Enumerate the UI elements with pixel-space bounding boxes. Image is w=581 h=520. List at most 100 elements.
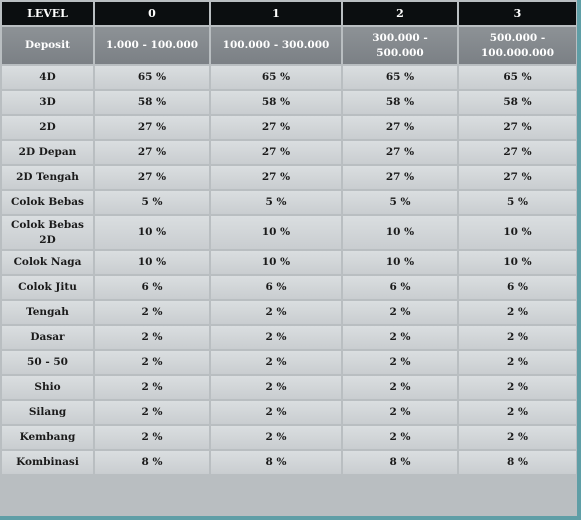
discount-cell-level-3: 8 % (459, 451, 576, 474)
discount-cell-level-2: 27 % (343, 141, 457, 164)
discount-cell-level-1: 2 % (211, 301, 341, 324)
deposit-range-level-3: 500.000 - 100.000.000 (459, 27, 576, 64)
discount-table-body: 4D 65 % 65 % 65 % 65 % 3D 58 % 58 % 58 % 58 % 2D 27… (2, 66, 576, 474)
discount-cell-level-2: 27 % (343, 116, 457, 139)
discount-cell-level-1: 10 % (211, 216, 341, 249)
discount-cell-level-2: 10 % (343, 251, 457, 274)
bet-type-cell: Colok Jitu (2, 276, 93, 299)
bet-type-cell: Shio (2, 376, 93, 399)
discount-cell-level-1: 58 % (211, 91, 341, 114)
discount-cell-level-2: 2 % (343, 401, 457, 424)
discount-cell-level-2: 2 % (343, 301, 457, 324)
discount-cell-level-0: 5 % (95, 191, 209, 214)
bet-type-cell: Colok Bebas 2D (2, 216, 93, 249)
table-row: 50 - 50 2 % 2 % 2 % 2 % (2, 351, 576, 374)
discount-cell-level-3: 65 % (459, 66, 576, 89)
bet-type-cell: 4D (2, 66, 93, 89)
discount-level-table: LEVEL 0 1 2 3 Deposit 1.000 - 100.000 10… (2, 2, 576, 474)
discount-cell-level-2: 2 % (343, 326, 457, 349)
discount-cell-level-0: 27 % (95, 166, 209, 189)
discount-cell-level-3: 27 % (459, 116, 576, 139)
table-row: Colok Bebas 2D 10 % 10 % 10 % 10 % (2, 216, 576, 249)
bet-type-cell: Kembang (2, 426, 93, 449)
table-row: Kembang 2 % 2 % 2 % 2 % (2, 426, 576, 449)
discount-cell-level-2: 65 % (343, 66, 457, 89)
discount-cell-level-0: 27 % (95, 116, 209, 139)
level-header-row: LEVEL 0 1 2 3 (2, 2, 576, 25)
table-row: 2D 27 % 27 % 27 % 27 % (2, 116, 576, 139)
table-row: Kombinasi 8 % 8 % 8 % 8 % (2, 451, 576, 474)
table-row: Colok Jitu 6 % 6 % 6 % 6 % (2, 276, 576, 299)
discount-cell-level-3: 2 % (459, 426, 576, 449)
discount-cell-level-1: 6 % (211, 276, 341, 299)
discount-cell-level-3: 2 % (459, 301, 576, 324)
table-row: 3D 58 % 58 % 58 % 58 % (2, 91, 576, 114)
discount-cell-level-3: 27 % (459, 166, 576, 189)
deposit-range-level-1: 100.000 - 300.000 (211, 27, 341, 64)
discount-cell-level-0: 2 % (95, 426, 209, 449)
discount-cell-level-0: 8 % (95, 451, 209, 474)
discount-cell-level-2: 2 % (343, 426, 457, 449)
discount-cell-level-2: 8 % (343, 451, 457, 474)
discount-cell-level-3: 27 % (459, 141, 576, 164)
discount-cell-level-2: 5 % (343, 191, 457, 214)
table-row: Colok Naga 10 % 10 % 10 % 10 % (2, 251, 576, 274)
discount-cell-level-3: 2 % (459, 376, 576, 399)
bet-type-cell: 2D Tengah (2, 166, 93, 189)
discount-cell-level-3: 5 % (459, 191, 576, 214)
discount-cell-level-2: 58 % (343, 91, 457, 114)
bet-type-cell: 50 - 50 (2, 351, 93, 374)
discount-cell-level-3: 2 % (459, 351, 576, 374)
discount-cell-level-1: 2 % (211, 326, 341, 349)
discount-cell-level-0: 58 % (95, 91, 209, 114)
discount-cell-level-3: 6 % (459, 276, 576, 299)
discount-cell-level-3: 10 % (459, 216, 576, 249)
level-0-header: 0 (95, 2, 209, 25)
discount-cell-level-2: 2 % (343, 376, 457, 399)
level-1-header: 1 (211, 2, 341, 25)
discount-cell-level-0: 2 % (95, 376, 209, 399)
discount-cell-level-1: 65 % (211, 66, 341, 89)
discount-cell-level-0: 27 % (95, 141, 209, 164)
deposit-header-row: Deposit 1.000 - 100.000 100.000 - 300.00… (2, 27, 576, 64)
discount-cell-level-3: 2 % (459, 401, 576, 424)
discount-cell-level-1: 10 % (211, 251, 341, 274)
bet-type-cell: 2D Depan (2, 141, 93, 164)
table-row: Tengah 2 % 2 % 2 % 2 % (2, 301, 576, 324)
bet-type-cell: Kombinasi (2, 451, 93, 474)
deposit-range-level-0: 1.000 - 100.000 (95, 27, 209, 64)
discount-cell-level-3: 10 % (459, 251, 576, 274)
bet-type-cell: Dasar (2, 326, 93, 349)
discount-cell-level-0: 2 % (95, 401, 209, 424)
bet-type-cell: Silang (2, 401, 93, 424)
discount-cell-level-1: 2 % (211, 351, 341, 374)
table-row: 2D Depan 27 % 27 % 27 % 27 % (2, 141, 576, 164)
discount-cell-level-2: 27 % (343, 166, 457, 189)
discount-cell-level-0: 2 % (95, 351, 209, 374)
discount-cell-level-3: 58 % (459, 91, 576, 114)
discount-cell-level-1: 27 % (211, 141, 341, 164)
level-2-header: 2 (343, 2, 457, 25)
discount-cell-level-1: 2 % (211, 426, 341, 449)
discount-cell-level-0: 10 % (95, 251, 209, 274)
discount-cell-level-3: 2 % (459, 326, 576, 349)
discount-cell-level-0: 65 % (95, 66, 209, 89)
level-label: LEVEL (2, 2, 93, 25)
discount-cell-level-1: 2 % (211, 401, 341, 424)
discount-cell-level-0: 6 % (95, 276, 209, 299)
discount-cell-level-1: 8 % (211, 451, 341, 474)
table-row: Shio 2 % 2 % 2 % 2 % (2, 376, 576, 399)
discount-cell-level-0: 2 % (95, 301, 209, 324)
discount-cell-level-1: 27 % (211, 116, 341, 139)
discount-cell-level-2: 6 % (343, 276, 457, 299)
deposit-range-level-2: 300.000 - 500.000 (343, 27, 457, 64)
discount-cell-level-0: 10 % (95, 216, 209, 249)
bet-type-cell: Colok Bebas (2, 191, 93, 214)
table-row: Dasar 2 % 2 % 2 % 2 % (2, 326, 576, 349)
discount-cell-level-0: 2 % (95, 326, 209, 349)
discount-cell-level-1: 5 % (211, 191, 341, 214)
bet-type-cell: Tengah (2, 301, 93, 324)
discount-cell-level-1: 2 % (211, 376, 341, 399)
deposit-label: Deposit (2, 27, 93, 64)
